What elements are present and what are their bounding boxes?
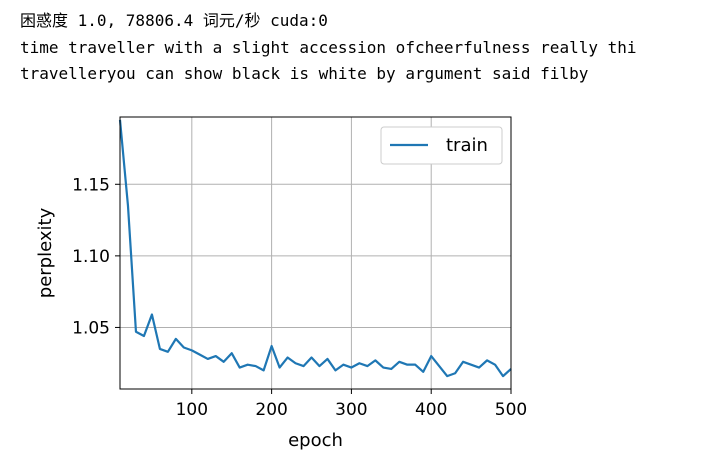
x-axis-label: epoch bbox=[288, 430, 343, 451]
x-tick-label: 400 bbox=[415, 400, 447, 420]
grid-lines bbox=[120, 117, 512, 389]
output-line-perplexity: 困惑度 1.0, 78806.4 词元/秒 cuda:0 bbox=[20, 11, 328, 30]
legend-box bbox=[380, 126, 503, 165]
x-ticks: 100 200 300 400 500 bbox=[176, 389, 527, 420]
y-axis-label: perplexity bbox=[35, 207, 56, 298]
x-tick-label: 300 bbox=[335, 400, 367, 420]
y-tick-label: 1.15 bbox=[72, 175, 110, 195]
output-line-prediction-2: travelleryou can show black is white by … bbox=[20, 64, 589, 83]
plot-frame bbox=[119, 116, 512, 390]
x-tick-label: 500 bbox=[495, 400, 527, 420]
legend-label-train: train bbox=[446, 135, 488, 156]
y-tick-label: 1.10 bbox=[72, 247, 110, 267]
series-line-train bbox=[118, 119, 512, 378]
output-line-prediction-1: time traveller with a slight accession o… bbox=[20, 38, 637, 57]
x-tick-label: 100 bbox=[176, 400, 208, 420]
legend: train bbox=[380, 126, 503, 165]
x-tick-label: 200 bbox=[255, 400, 287, 420]
y-tick-label: 1.05 bbox=[72, 318, 110, 338]
y-ticks: 1.05 1.10 1.15 bbox=[72, 175, 120, 338]
